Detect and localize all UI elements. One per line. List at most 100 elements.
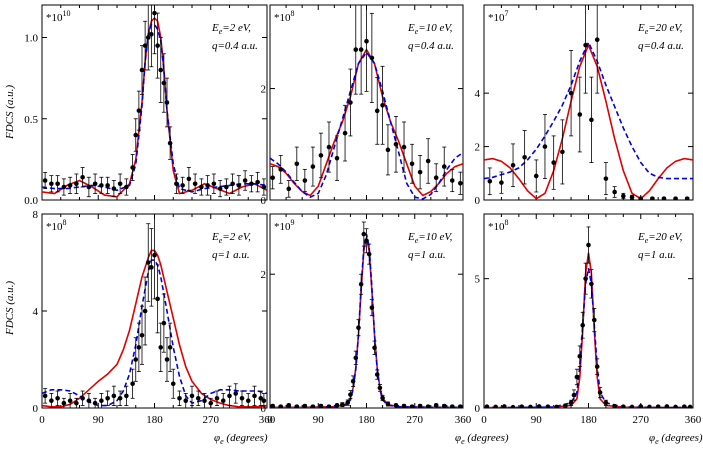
data-marker xyxy=(597,390,603,395)
data-point xyxy=(425,138,431,184)
data-marker xyxy=(425,158,431,164)
x-axis-title-middle-rest: (degrees) xyxy=(465,432,509,444)
scale-exponent: 8 xyxy=(291,9,295,18)
data-marker xyxy=(92,400,98,406)
data-point xyxy=(92,397,98,408)
data-marker xyxy=(334,403,340,408)
plot-area xyxy=(270,5,463,200)
data-point xyxy=(562,403,568,408)
x-tick-label: 180 xyxy=(146,414,163,426)
data-marker xyxy=(261,184,267,190)
scale-exponent: 10 xyxy=(63,9,71,18)
data-marker xyxy=(130,381,135,387)
data-marker xyxy=(661,196,667,200)
data-point xyxy=(603,399,609,406)
scale-exponent: 8 xyxy=(63,218,67,227)
data-point xyxy=(372,340,377,355)
data-marker xyxy=(80,396,85,401)
data-marker xyxy=(484,404,490,408)
data-point xyxy=(149,228,154,307)
plot-area xyxy=(42,5,267,198)
data-point xyxy=(583,5,588,94)
data-point xyxy=(358,273,364,295)
data-point xyxy=(242,170,248,191)
data-point xyxy=(86,176,92,198)
data-point xyxy=(380,65,385,145)
data-marker xyxy=(99,398,104,404)
data-point xyxy=(302,403,308,408)
data-marker xyxy=(554,404,559,408)
data-marker xyxy=(67,183,73,188)
energy-symbol: E xyxy=(407,231,415,243)
energy-annotation: Ee=10 eV, xyxy=(407,22,453,36)
data-point xyxy=(286,180,292,198)
data-point xyxy=(364,5,369,92)
data-marker xyxy=(224,184,229,190)
data-point xyxy=(353,5,359,95)
data-marker xyxy=(356,325,361,331)
data-marker xyxy=(245,398,251,404)
data-point xyxy=(417,155,423,190)
data-marker xyxy=(136,345,142,350)
data-marker xyxy=(621,404,626,408)
dashed-series-line xyxy=(42,23,267,193)
data-marker xyxy=(684,196,690,200)
data-point xyxy=(458,404,463,408)
data-point xyxy=(55,390,60,406)
data-point xyxy=(249,175,254,193)
data-marker xyxy=(441,403,447,408)
data-point xyxy=(49,393,54,408)
y-axis-title-top: FDCS (a.u.) xyxy=(4,85,16,140)
data-point xyxy=(393,403,399,408)
y-tick-label: 5 xyxy=(475,274,481,286)
data-marker xyxy=(353,47,359,52)
data-point xyxy=(217,180,223,198)
data-point xyxy=(183,393,189,408)
data-point xyxy=(594,358,600,375)
data-marker xyxy=(583,276,588,281)
x-tick-label: 90 xyxy=(531,414,543,426)
data-point xyxy=(133,118,139,152)
data-point xyxy=(105,176,110,194)
scale-exponent: 9 xyxy=(291,218,295,227)
data-marker xyxy=(369,305,375,310)
data-marker xyxy=(545,404,551,408)
data-point xyxy=(484,404,490,408)
panel-top-right: 0 2 4 *107 Ee=20 eV, q=0.4 a.u. xyxy=(475,4,694,207)
data-marker xyxy=(326,144,332,150)
data-marker xyxy=(366,251,372,257)
x-axis-title-left-rest: (degrees) xyxy=(224,432,268,444)
data-marker xyxy=(577,353,583,359)
data-point xyxy=(42,388,48,404)
y-tick-label: 0 xyxy=(261,195,267,207)
data-marker xyxy=(380,102,385,108)
data-point xyxy=(252,385,257,406)
data-marker xyxy=(152,252,157,258)
energy-symbol: E xyxy=(211,231,219,243)
data-marker xyxy=(458,404,463,408)
data-marker xyxy=(380,395,385,401)
data-marker xyxy=(493,404,498,408)
data-marker xyxy=(261,398,267,404)
data-point xyxy=(180,176,185,194)
data-point xyxy=(158,322,164,373)
data-marker xyxy=(574,374,580,380)
scale-exponent: 8 xyxy=(505,218,509,227)
data-marker xyxy=(647,404,652,408)
data-marker xyxy=(629,195,635,200)
x-tick-label: 270 xyxy=(203,414,220,426)
data-point xyxy=(348,390,353,400)
data-marker xyxy=(302,178,308,183)
data-marker xyxy=(199,184,204,190)
data-marker xyxy=(189,393,195,399)
data-point xyxy=(664,404,670,408)
data-marker xyxy=(374,372,380,377)
energy-value: =10 eV, xyxy=(418,22,452,34)
data-marker xyxy=(133,357,139,362)
energy-subscript: e xyxy=(645,236,649,245)
data-point xyxy=(164,77,170,128)
data-point xyxy=(586,226,591,264)
y-tick-label: 0.5 xyxy=(24,114,38,126)
data-point xyxy=(612,403,617,408)
data-point xyxy=(366,243,372,265)
